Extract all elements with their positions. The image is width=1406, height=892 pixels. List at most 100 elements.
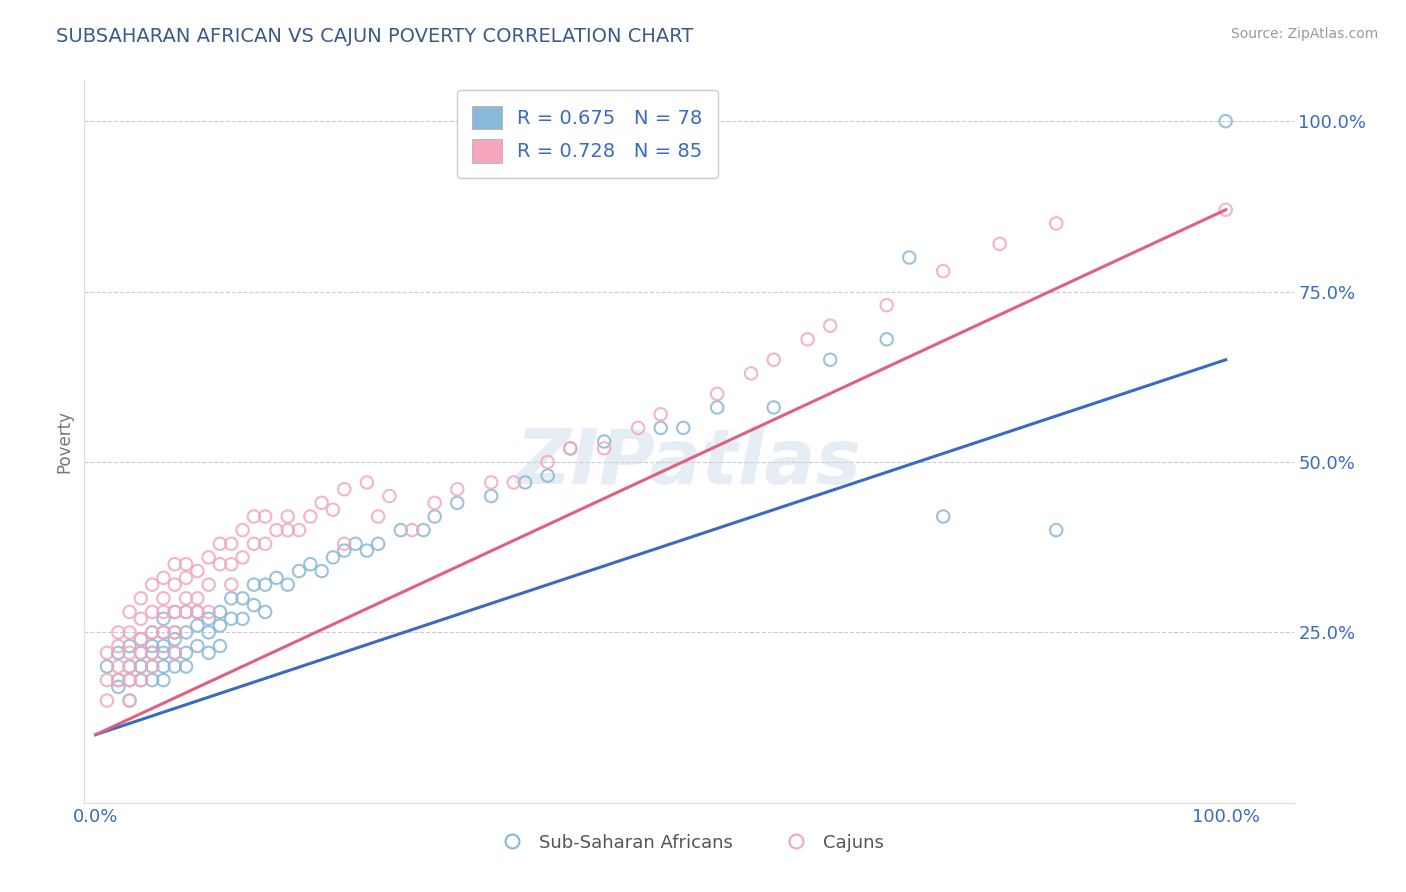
Point bbox=[311, 564, 333, 578]
Point bbox=[560, 442, 582, 456]
Point bbox=[186, 591, 208, 606]
Point bbox=[266, 523, 288, 537]
Point bbox=[796, 332, 818, 346]
Point bbox=[141, 639, 163, 653]
Point bbox=[219, 537, 242, 551]
Point bbox=[107, 673, 129, 687]
Point bbox=[197, 612, 219, 626]
Point bbox=[423, 496, 446, 510]
Point bbox=[560, 442, 582, 456]
Point bbox=[129, 612, 152, 626]
Point bbox=[288, 523, 311, 537]
Point bbox=[898, 251, 921, 265]
Point bbox=[219, 612, 242, 626]
Point bbox=[513, 475, 536, 490]
Point bbox=[356, 543, 378, 558]
Point bbox=[593, 442, 616, 456]
Point bbox=[107, 625, 129, 640]
Point bbox=[118, 605, 141, 619]
Point bbox=[479, 489, 502, 503]
Point bbox=[152, 605, 174, 619]
Point bbox=[232, 523, 254, 537]
Y-axis label: Poverty: Poverty bbox=[55, 410, 73, 473]
Point bbox=[141, 577, 163, 591]
Point bbox=[876, 298, 898, 312]
Legend: Sub-Saharan Africans, Cajuns: Sub-Saharan Africans, Cajuns bbox=[486, 826, 891, 859]
Point bbox=[311, 496, 333, 510]
Point bbox=[174, 558, 197, 572]
Point bbox=[152, 673, 174, 687]
Point bbox=[762, 352, 785, 367]
Point bbox=[186, 564, 208, 578]
Point bbox=[118, 673, 141, 687]
Point bbox=[174, 591, 197, 606]
Point bbox=[254, 509, 277, 524]
Point bbox=[378, 489, 401, 503]
Point bbox=[254, 577, 277, 591]
Point bbox=[446, 482, 468, 496]
Point bbox=[740, 367, 762, 381]
Point bbox=[208, 537, 231, 551]
Point bbox=[129, 673, 152, 687]
Point bbox=[1215, 114, 1237, 128]
Point bbox=[152, 612, 174, 626]
Point bbox=[174, 659, 197, 673]
Point bbox=[446, 496, 468, 510]
Point bbox=[129, 591, 152, 606]
Point bbox=[367, 509, 389, 524]
Point bbox=[423, 509, 446, 524]
Point bbox=[219, 577, 242, 591]
Point bbox=[141, 625, 163, 640]
Point bbox=[163, 646, 186, 660]
Point bbox=[141, 605, 163, 619]
Point bbox=[96, 693, 118, 707]
Point bbox=[1045, 523, 1067, 537]
Point bbox=[243, 509, 266, 524]
Point bbox=[118, 659, 141, 673]
Point bbox=[107, 673, 129, 687]
Point bbox=[107, 659, 129, 673]
Point bbox=[254, 605, 277, 619]
Point bbox=[254, 537, 277, 551]
Point bbox=[266, 571, 288, 585]
Point bbox=[129, 646, 152, 660]
Point bbox=[232, 612, 254, 626]
Point bbox=[118, 646, 141, 660]
Point bbox=[163, 558, 186, 572]
Point bbox=[163, 605, 186, 619]
Text: SUBSAHARAN AFRICAN VS CAJUN POVERTY CORRELATION CHART: SUBSAHARAN AFRICAN VS CAJUN POVERTY CORR… bbox=[56, 27, 693, 45]
Point bbox=[243, 598, 266, 612]
Point bbox=[118, 693, 141, 707]
Point bbox=[299, 509, 322, 524]
Point bbox=[243, 537, 266, 551]
Point bbox=[322, 550, 344, 565]
Point bbox=[333, 482, 356, 496]
Point bbox=[152, 571, 174, 585]
Point bbox=[141, 646, 163, 660]
Point bbox=[219, 558, 242, 572]
Point bbox=[141, 659, 163, 673]
Point bbox=[367, 537, 389, 551]
Point bbox=[479, 475, 502, 490]
Point bbox=[141, 646, 163, 660]
Point bbox=[163, 646, 186, 660]
Point bbox=[163, 625, 186, 640]
Point bbox=[186, 618, 208, 632]
Point bbox=[288, 564, 311, 578]
Point bbox=[333, 537, 356, 551]
Point bbox=[96, 673, 118, 687]
Point bbox=[197, 646, 219, 660]
Point bbox=[1215, 202, 1237, 217]
Point bbox=[152, 639, 174, 653]
Point bbox=[219, 591, 242, 606]
Point bbox=[186, 639, 208, 653]
Point bbox=[818, 318, 841, 333]
Point bbox=[706, 401, 728, 415]
Point bbox=[152, 625, 174, 640]
Point bbox=[186, 605, 208, 619]
Point bbox=[672, 421, 695, 435]
Point bbox=[232, 591, 254, 606]
Point bbox=[232, 550, 254, 565]
Point bbox=[96, 646, 118, 660]
Point bbox=[818, 352, 841, 367]
